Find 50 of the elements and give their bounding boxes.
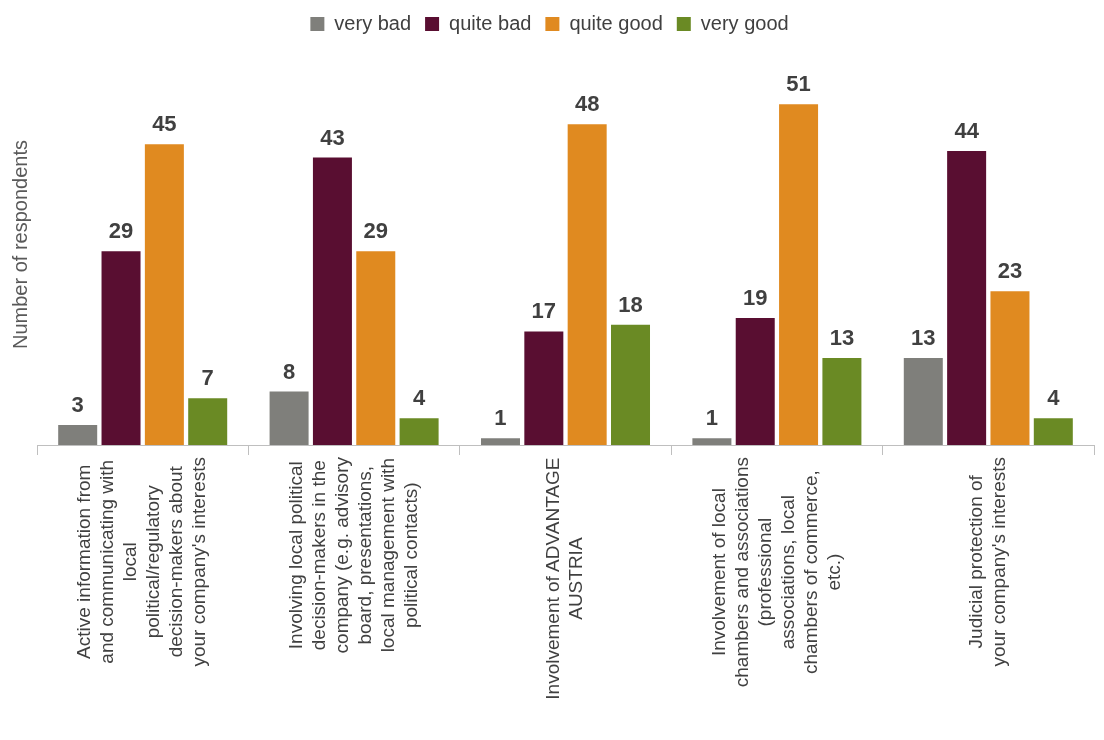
bar	[947, 150, 987, 445]
bar	[188, 398, 228, 445]
data-label: 51	[786, 71, 811, 97]
bar	[692, 438, 732, 445]
data-label: 4	[1047, 385, 1061, 411]
x-tick-label: Active information from and communicating with local political/regulatory decision-makers about your company's interests	[73, 456, 210, 667]
bar	[58, 424, 98, 445]
data-label: 1	[494, 405, 507, 431]
data-label: 44	[954, 118, 980, 143]
bar	[269, 391, 309, 445]
bar	[356, 251, 396, 445]
data-label: 7	[201, 365, 214, 391]
bar	[779, 104, 819, 445]
bar	[312, 157, 352, 445]
bar	[735, 318, 775, 445]
data-label: 19	[742, 285, 768, 311]
data-label: 3	[71, 392, 84, 418]
data-label: 29	[108, 218, 134, 244]
legend-label: very bad	[334, 11, 412, 34]
data-label: 1	[705, 405, 719, 431]
x-tick-label: Involving local political decision-makers in the company (e.g. advisory board, presentations, local management with political contacts)	[284, 456, 421, 654]
bar	[101, 251, 141, 445]
data-label: 43	[320, 124, 345, 150]
bar	[144, 144, 184, 445]
y-axis-title: Number of respondents	[8, 139, 31, 350]
x-tick-label: Involvement of local chambers and associations (professional associations, local chambers of commerce, etc.)	[707, 456, 844, 688]
legend-label: very good	[700, 11, 789, 34]
data-label: 45	[152, 111, 177, 137]
bar	[903, 358, 943, 445]
data-label: 18	[618, 291, 643, 317]
bar	[611, 324, 651, 445]
bar	[822, 358, 862, 445]
data-label: 8	[282, 358, 296, 384]
data-label: 4	[412, 385, 426, 411]
x-tick-label: Judicial protection of your company's interests	[965, 456, 1010, 667]
x-tick-label: Involvement of ADVANTAGE AUSTRIA	[542, 457, 587, 700]
data-label: 29	[363, 218, 389, 244]
bar	[567, 124, 607, 445]
legend-label: quite good	[569, 11, 663, 34]
data-label: 23	[997, 258, 1023, 284]
data-label: 17	[531, 298, 557, 324]
bar	[524, 331, 564, 445]
data-label: 13	[911, 325, 936, 351]
bar	[990, 291, 1030, 445]
legend-label: quite bad	[449, 11, 532, 34]
data-label: 13	[829, 325, 855, 351]
bar	[480, 438, 520, 445]
bar	[1033, 418, 1073, 445]
bar	[399, 418, 439, 445]
data-label: 48	[574, 91, 600, 117]
